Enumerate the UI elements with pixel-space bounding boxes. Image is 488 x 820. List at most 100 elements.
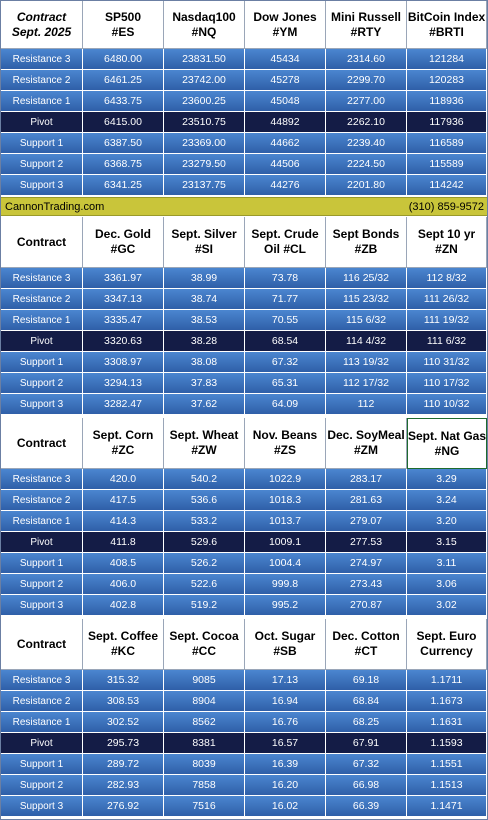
table-cell[interactable]: 16.94 (245, 691, 326, 712)
table-cell[interactable]: 1.1551 (407, 754, 487, 775)
row-label[interactable]: Support 2 (1, 574, 83, 595)
header-nat-gas[interactable]: Sept. Nat Gas #NG (407, 418, 487, 469)
table-cell[interactable]: 6368.75 (83, 154, 164, 175)
table-cell[interactable]: 1.1673 (407, 691, 487, 712)
table-cell[interactable]: 3347.13 (83, 289, 164, 310)
table-cell[interactable]: 114 4/32 (326, 331, 407, 352)
row-label[interactable]: Support 3 (1, 394, 83, 415)
table-cell[interactable]: 295.73 (83, 733, 164, 754)
table-cell[interactable]: 69.18 (326, 670, 407, 691)
table-cell[interactable]: 68.54 (245, 331, 326, 352)
table-cell[interactable]: 115 23/32 (326, 289, 407, 310)
table-cell[interactable]: 66.98 (326, 775, 407, 796)
row-label[interactable]: Resistance 1 (1, 310, 83, 331)
table-cell[interactable]: 116589 (407, 133, 487, 154)
header-beans[interactable]: Nov. Beans #ZS (245, 418, 326, 469)
table-cell[interactable]: 417.5 (83, 490, 164, 511)
table-cell[interactable]: 2262.10 (326, 112, 407, 133)
row-label[interactable]: Resistance 1 (1, 511, 83, 532)
table-cell[interactable]: 16.20 (245, 775, 326, 796)
table-cell[interactable]: 44276 (245, 175, 326, 196)
table-cell[interactable]: 533.2 (164, 511, 245, 532)
table-cell[interactable]: 6461.25 (83, 70, 164, 91)
table-cell[interactable]: 66.39 (326, 796, 407, 817)
table-cell[interactable]: 3.20 (407, 511, 487, 532)
table-cell[interactable]: 3320.63 (83, 331, 164, 352)
table-cell[interactable]: 1.1471 (407, 796, 487, 817)
table-cell[interactable]: 45434 (245, 49, 326, 70)
table-cell[interactable]: 64.09 (245, 394, 326, 415)
table-cell[interactable]: 67.91 (326, 733, 407, 754)
table-cell[interactable]: 111 19/32 (407, 310, 487, 331)
table-cell[interactable]: 526.2 (164, 553, 245, 574)
table-cell[interactable]: 23279.50 (164, 154, 245, 175)
table-cell[interactable]: 38.08 (164, 352, 245, 373)
table-cell[interactable]: 37.83 (164, 373, 245, 394)
header-gold[interactable]: Dec. Gold #GC (83, 217, 164, 268)
table-cell[interactable]: 6387.50 (83, 133, 164, 154)
table-cell[interactable]: 281.63 (326, 490, 407, 511)
table-cell[interactable]: 110 31/32 (407, 352, 487, 373)
table-cell[interactable]: 408.5 (83, 553, 164, 574)
table-cell[interactable]: 283.17 (326, 469, 407, 490)
table-cell[interactable]: 8904 (164, 691, 245, 712)
table-cell[interactable]: 110 10/32 (407, 394, 487, 415)
table-cell[interactable]: 270.87 (326, 595, 407, 616)
table-cell[interactable]: 519.2 (164, 595, 245, 616)
table-cell[interactable]: 114242 (407, 175, 487, 196)
table-cell[interactable]: 3294.13 (83, 373, 164, 394)
table-cell[interactable]: 277.53 (326, 532, 407, 553)
header-contract[interactable]: Contract (1, 418, 83, 469)
table-cell[interactable]: 279.07 (326, 511, 407, 532)
table-cell[interactable]: 44662 (245, 133, 326, 154)
table-cell[interactable]: 3.02 (407, 595, 487, 616)
header-contract[interactable]: Contract Sept. 2025 (1, 1, 83, 49)
table-cell[interactable]: 16.02 (245, 796, 326, 817)
table-cell[interactable]: 121284 (407, 49, 487, 70)
header-soymeal[interactable]: Dec. SoyMeal #ZM (326, 418, 407, 469)
header-cotton[interactable]: Dec. Cotton #CT (326, 619, 407, 670)
row-label[interactable]: Pivot (1, 331, 83, 352)
table-cell[interactable]: 999.8 (245, 574, 326, 595)
table-cell[interactable]: 6341.25 (83, 175, 164, 196)
table-cell[interactable]: 23742.00 (164, 70, 245, 91)
table-cell[interactable]: 308.53 (83, 691, 164, 712)
row-label[interactable]: Resistance 2 (1, 490, 83, 511)
header-nasdaq100[interactable]: Nasdaq100 #NQ (164, 1, 245, 49)
table-cell[interactable]: 65.31 (245, 373, 326, 394)
table-cell[interactable]: 522.6 (164, 574, 245, 595)
table-cell[interactable]: 420.0 (83, 469, 164, 490)
table-cell[interactable]: 2239.40 (326, 133, 407, 154)
header-euro-currency[interactable]: Sept. Euro Currency (407, 619, 487, 670)
row-label[interactable]: Support 1 (1, 352, 83, 373)
header-coffee[interactable]: Sept. Coffee #KC (83, 619, 164, 670)
row-label[interactable]: Support 2 (1, 373, 83, 394)
table-cell[interactable]: 118936 (407, 91, 487, 112)
table-cell[interactable]: 3361.97 (83, 268, 164, 289)
row-label[interactable]: Resistance 3 (1, 49, 83, 70)
table-cell[interactable]: 23137.75 (164, 175, 245, 196)
header-corn[interactable]: Sept. Corn #ZC (83, 418, 164, 469)
table-cell[interactable]: 112 17/32 (326, 373, 407, 394)
table-cell[interactable]: 111 26/32 (407, 289, 487, 310)
header-contract[interactable]: Contract (1, 619, 83, 670)
table-cell[interactable]: 3282.47 (83, 394, 164, 415)
table-cell[interactable]: 8039 (164, 754, 245, 775)
table-cell[interactable]: 16.57 (245, 733, 326, 754)
table-cell[interactable]: 38.74 (164, 289, 245, 310)
table-cell[interactable]: 112 (326, 394, 407, 415)
table-cell[interactable]: 1022.9 (245, 469, 326, 490)
banner-phone[interactable]: (310) 859-9572 (408, 200, 484, 213)
table-cell[interactable]: 37.62 (164, 394, 245, 415)
table-cell[interactable]: 1013.7 (245, 511, 326, 532)
table-cell[interactable]: 315.32 (83, 670, 164, 691)
row-label[interactable]: Resistance 3 (1, 469, 83, 490)
table-cell[interactable]: 2314.60 (326, 49, 407, 70)
row-label[interactable]: Pivot (1, 532, 83, 553)
table-cell[interactable]: 2201.80 (326, 175, 407, 196)
header-dow-jones[interactable]: Dow Jones #YM (245, 1, 326, 49)
table-cell[interactable]: 23831.50 (164, 49, 245, 70)
header-crude-oil[interactable]: Sept. Crude Oil #CL (245, 217, 326, 268)
table-cell[interactable]: 414.3 (83, 511, 164, 532)
row-label[interactable]: Resistance 3 (1, 268, 83, 289)
